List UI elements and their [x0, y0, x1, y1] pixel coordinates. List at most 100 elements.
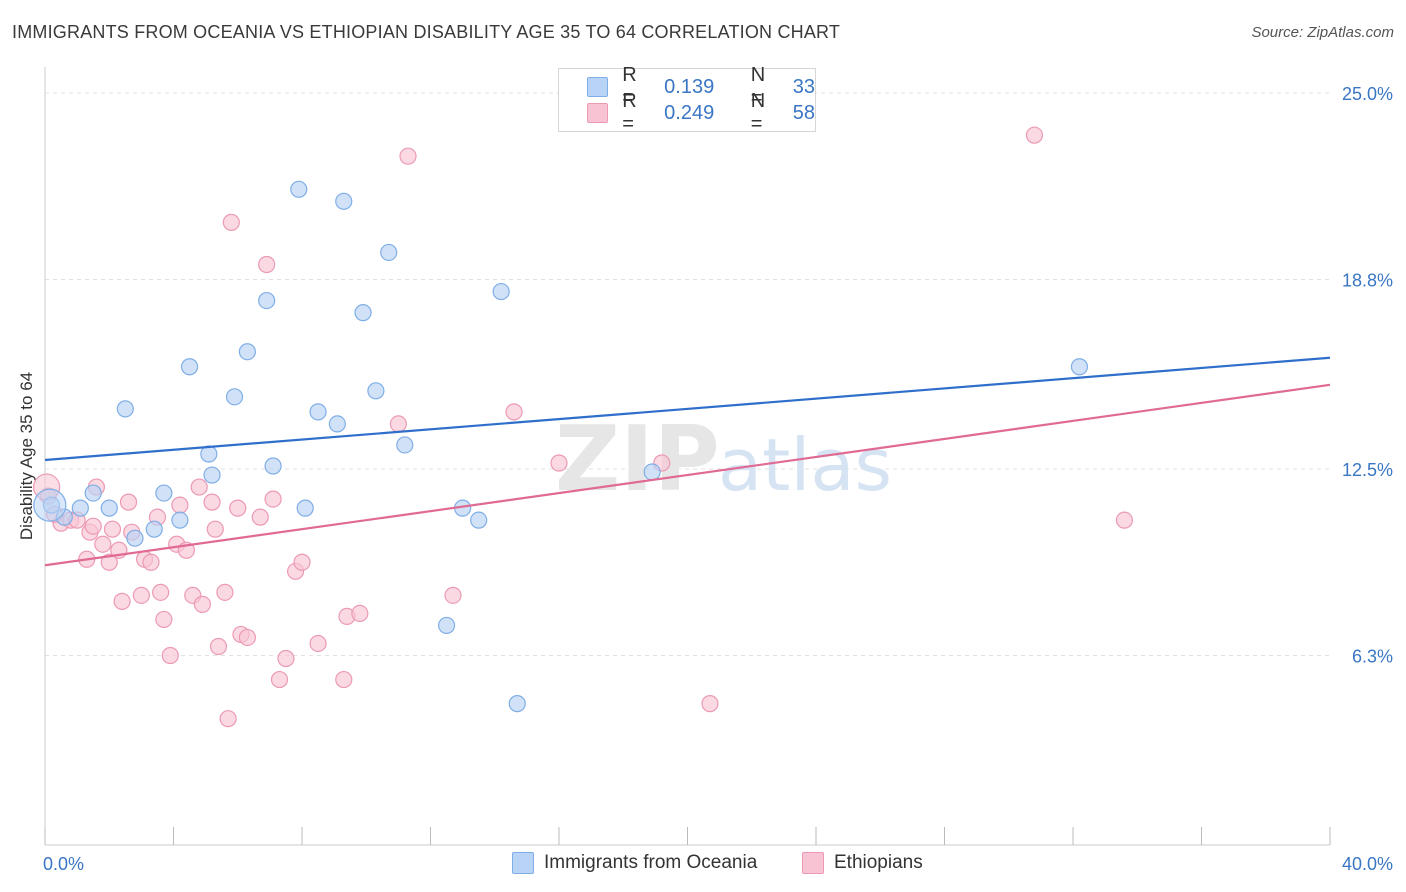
legend-swatch-pink — [587, 103, 609, 123]
x-tick-label: 0.0% — [43, 854, 84, 874]
ethiopians-point — [113, 592, 131, 610]
ethiopians-point — [550, 454, 568, 472]
ethiopians-point — [222, 213, 240, 231]
oceania-point — [225, 388, 244, 406]
oceania-point — [100, 499, 118, 517]
oceania-point — [309, 403, 327, 421]
legend-r-value: 0.139 — [664, 75, 715, 98]
ethiopians-point — [190, 478, 208, 496]
ethiopians-point — [293, 553, 311, 571]
y-tick-label: 18.8% — [1342, 271, 1393, 291]
ethiopians-point — [505, 403, 523, 421]
ethiopians-point — [444, 586, 462, 604]
ethiopians-point — [1025, 126, 1044, 144]
oceania-point — [238, 343, 256, 361]
oceania-point — [258, 291, 276, 310]
ethiopians-point — [399, 147, 417, 165]
oceania-point — [296, 499, 314, 517]
correlation-legend: R = 0.139 N = 33 R = 0.249 N = 58 — [558, 64, 816, 135]
trend-lines — [44, 356, 1331, 567]
bottom-swatch-blue — [512, 852, 534, 874]
watermark-atlas: atlas — [718, 423, 892, 507]
ethiopians-trend-line — [44, 383, 1331, 567]
ethiopians-point — [103, 520, 122, 538]
ethiopians-point — [264, 490, 282, 508]
oceania-point — [643, 463, 661, 481]
ethiopians-point — [84, 517, 102, 535]
oceania-point — [116, 400, 134, 418]
ethiopians-point — [171, 496, 189, 514]
legend-r-value: 0.249 — [664, 101, 715, 124]
gridlines — [45, 92, 1330, 657]
oceania-point — [290, 180, 308, 198]
oceania-point — [1070, 358, 1089, 376]
oceania-point — [437, 616, 456, 635]
ethiopians-point — [1115, 511, 1134, 529]
ethiopians-point — [351, 604, 369, 622]
legend-r-label: R = — [622, 90, 637, 135]
oceania-trend-line — [44, 356, 1331, 462]
oceania-point — [470, 511, 488, 529]
ethiopians-point — [238, 628, 256, 647]
ethiopians-point — [155, 610, 173, 629]
legend-row-ethiopians: R = 0.249 N = 58 — [587, 90, 816, 135]
oceania-point — [367, 382, 385, 400]
y-tick-label: 12.5% — [1342, 460, 1393, 480]
chart-title: IMMIGRANTS FROM OCEANIA VS ETHIOPIAN DIS… — [12, 22, 841, 42]
legend-r-label: R = — [622, 64, 637, 109]
oceania-point — [84, 484, 102, 502]
oceania-point — [396, 436, 414, 454]
oceania-point — [354, 304, 372, 322]
ethiopians-point — [142, 553, 160, 571]
oceania-point — [33, 488, 67, 522]
ethiopians-point — [216, 583, 234, 601]
legend-n-value: 58 — [792, 101, 816, 124]
oceania-point — [155, 484, 173, 502]
legend-row-oceania: R = 0.139 N = 33 — [587, 64, 816, 109]
ethiopians-point — [219, 710, 237, 728]
y-tick-label: 25.0% — [1342, 84, 1393, 104]
watermark-zip: ZIP — [555, 407, 720, 512]
ethiopians-point — [94, 535, 112, 553]
oceania-point — [126, 529, 144, 547]
ethiopians-point — [258, 255, 276, 274]
legend-n-label: N = — [750, 64, 766, 109]
bottom-legend-ethiopians: Ethiopians — [802, 852, 923, 874]
ethiopians-point — [206, 520, 224, 538]
axes — [44, 67, 1331, 846]
oceania-point — [145, 520, 163, 538]
ethiopians-point — [100, 553, 118, 571]
y-tick-label: 6.3% — [1352, 647, 1393, 667]
y-axis-label: Disability Age 35 to 64 — [17, 371, 36, 541]
bottom-legend-label: Immigrants from Oceania — [544, 852, 758, 873]
watermark: ZIP atlas — [555, 407, 892, 512]
ethiopians-point — [277, 649, 295, 668]
oceania-point — [180, 358, 199, 376]
ethiopians-point — [270, 670, 289, 689]
legend-n-value: 33 — [792, 75, 816, 98]
oceania-point — [492, 282, 510, 301]
ethiopians-point — [251, 508, 269, 526]
ethiopians-point — [701, 695, 719, 713]
oceania-point — [508, 695, 526, 713]
ethiopians-point — [203, 493, 221, 511]
oceania-point — [264, 457, 282, 475]
ethiopians-point — [119, 493, 138, 511]
legend-swatch-blue — [587, 77, 609, 97]
ethiopians-point — [161, 646, 179, 665]
ethiopians-point — [209, 637, 228, 656]
x-tick-label: 40.0% — [1342, 854, 1393, 874]
legend-n-label: N = — [750, 90, 766, 135]
ethiopians-point — [152, 583, 170, 601]
bottom-legend-label: Ethiopians — [834, 852, 923, 873]
tick-labels: 6.3% 12.5% 18.8% 25.0% 0.0% 40.0% — [43, 84, 1393, 874]
oceania-point — [171, 511, 189, 529]
ethiopians-point — [132, 586, 150, 604]
bottom-swatch-pink — [802, 852, 824, 874]
oceania-point — [203, 466, 221, 484]
oceania-point — [71, 499, 89, 517]
oceania-points — [33, 180, 1089, 713]
ethiopians-point — [335, 670, 353, 689]
bottom-legend-oceania: Immigrants from Oceania — [512, 852, 757, 874]
